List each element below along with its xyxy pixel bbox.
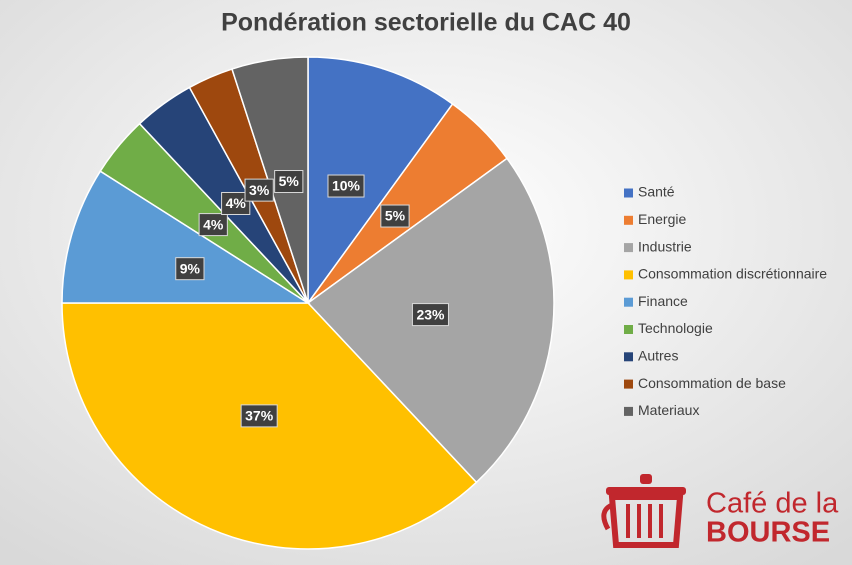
legend-label: Autres bbox=[638, 348, 678, 364]
data-label-box bbox=[198, 213, 228, 237]
legend-swatch bbox=[624, 297, 633, 307]
data-label: 3% bbox=[249, 182, 270, 198]
data-label: 23% bbox=[416, 306, 445, 322]
legend-swatch bbox=[624, 215, 633, 225]
pie bbox=[61, 56, 555, 550]
legend-swatch bbox=[624, 188, 633, 198]
data-label: 5% bbox=[385, 208, 406, 224]
pie-slice bbox=[307, 56, 454, 306]
logo: Café de la BOURSE bbox=[601, 474, 839, 549]
logo-text: Café de la bbox=[706, 488, 839, 520]
legend-label: Santé bbox=[638, 184, 675, 200]
legend-label: Industrie bbox=[638, 238, 692, 254]
data-labels: 10%5%23%37%9%4%4%3%5% bbox=[175, 170, 449, 428]
legend-label: Technologie bbox=[638, 320, 713, 336]
legend-label: Energie bbox=[638, 211, 686, 227]
data-label-box bbox=[411, 303, 449, 327]
data-label-box bbox=[175, 257, 205, 281]
pie-slice bbox=[61, 170, 311, 304]
legend: Santé Energie Industrie Consommation discré… bbox=[624, 184, 827, 418]
data-label-box bbox=[274, 170, 304, 194]
chart-title: Pondération sectorielle du CAC 40 bbox=[221, 9, 631, 37]
legend-swatch bbox=[624, 243, 633, 253]
data-label: 5% bbox=[279, 173, 300, 189]
data-label-box bbox=[240, 404, 278, 428]
legend-swatch bbox=[624, 379, 633, 389]
data-label-box bbox=[380, 204, 410, 228]
legend-swatch bbox=[624, 406, 633, 416]
data-label: 4% bbox=[203, 216, 224, 232]
data-label: 9% bbox=[180, 260, 201, 276]
legend-swatch bbox=[624, 270, 633, 280]
data-label: 37% bbox=[245, 408, 274, 424]
legend-swatch bbox=[624, 325, 633, 334]
legend-label: Consommation de base bbox=[638, 375, 786, 391]
legend-label: Materiaux bbox=[638, 402, 699, 418]
legend-swatch bbox=[624, 352, 633, 362]
legend-label: Consommation discrétionnaire bbox=[638, 266, 827, 282]
legend-label: Finance bbox=[638, 293, 688, 309]
logo-icon bbox=[601, 474, 686, 548]
data-label: 4% bbox=[226, 195, 247, 211]
data-label-box bbox=[244, 178, 274, 202]
data-label-box bbox=[327, 174, 365, 198]
data-label-box bbox=[221, 191, 251, 215]
logo-text: BOURSE bbox=[706, 517, 830, 549]
data-label: 10% bbox=[332, 178, 361, 194]
